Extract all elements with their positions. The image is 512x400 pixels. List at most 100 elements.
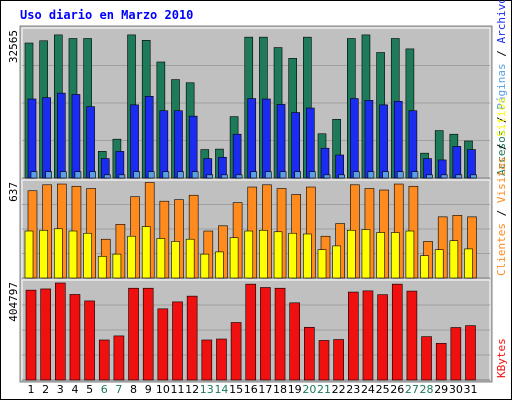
bar-paginas	[162, 171, 170, 179]
legend-separator: /	[495, 110, 508, 130]
bar-paginas	[338, 174, 345, 179]
bar-kbytes	[84, 300, 95, 381]
x-tick-label: 9	[145, 383, 152, 396]
bar-kbytes	[406, 290, 418, 381]
bar-sitios	[376, 232, 385, 279]
bar-kbytes	[391, 283, 403, 381]
y-axis-labels: 32565 637 404797	[7, 30, 20, 322]
bar-archivos	[130, 104, 139, 179]
x-tick-label: 3	[57, 383, 64, 396]
bar-archivos	[408, 110, 418, 179]
bar-sitios	[332, 245, 341, 279]
bar-archivos	[188, 115, 198, 179]
bar-paginas	[191, 171, 199, 179]
bar-archivos	[393, 100, 403, 179]
x-tick-label: 19	[288, 383, 302, 396]
bar-kbytes	[98, 339, 110, 381]
bar-paginas	[323, 174, 331, 179]
bar-archivos	[42, 97, 51, 179]
bar-paginas	[177, 171, 184, 179]
bar-kbytes	[450, 327, 462, 381]
bar-kbytes	[362, 290, 374, 381]
x-tick-label: 26	[390, 383, 404, 396]
bar-paginas	[367, 171, 375, 179]
bar-series	[24, 34, 477, 381]
bar-kbytes	[435, 343, 447, 381]
x-tick-label: 15	[229, 383, 243, 396]
bar-sitios	[127, 235, 136, 279]
bar-paginas	[309, 171, 316, 179]
bar-sitios	[83, 232, 92, 279]
x-tick-label: 31	[464, 383, 478, 396]
bar-archivos	[379, 104, 388, 179]
x-tick-label: 6	[101, 383, 108, 396]
bar-kbytes	[128, 287, 139, 381]
bar-sitios	[215, 251, 224, 279]
x-tick-label: 18	[273, 383, 287, 396]
bar-kbytes	[113, 335, 125, 381]
bar-sitios	[244, 230, 254, 279]
bar-archivos	[467, 149, 476, 179]
bar-sitios	[464, 248, 473, 279]
x-tick-label: 16	[244, 383, 258, 396]
bar-archivos	[71, 94, 81, 179]
bar-archivos	[56, 92, 66, 179]
bar-sitios	[449, 240, 459, 279]
legend-separator: /	[495, 203, 508, 223]
x-tick-label: 10	[156, 383, 170, 396]
x-tick-label: 1	[28, 383, 35, 396]
bar-archivos	[144, 95, 154, 179]
bar-sitios	[273, 231, 283, 279]
bar-sitios	[405, 230, 415, 279]
x-tick-label: 7	[115, 383, 122, 396]
bar-kbytes	[421, 336, 432, 381]
legend-visitas: Visitas	[495, 157, 508, 203]
bar-paginas	[382, 171, 389, 179]
bar-kbytes	[142, 287, 154, 381]
bar-kbytes	[347, 291, 359, 381]
bar-sitios	[346, 229, 356, 279]
bar-sitios	[259, 229, 268, 279]
legend-separator: /	[495, 44, 508, 64]
bar-paginas	[396, 171, 404, 179]
bar-paginas	[133, 171, 140, 179]
bar-paginas	[206, 174, 214, 179]
x-tick-label: 17	[258, 383, 272, 396]
bar-archivos	[247, 98, 257, 179]
x-tick-label: 12	[185, 383, 199, 396]
bar-sitios	[288, 232, 298, 279]
bar-kbytes	[465, 325, 476, 381]
y-max-label: 637	[7, 182, 20, 202]
bar-archivos	[86, 106, 95, 179]
x-tick-label: 14	[214, 383, 228, 396]
bar-paginas	[411, 171, 419, 179]
bar-sitios	[185, 238, 195, 279]
bar-sitios	[24, 230, 34, 279]
y-max-label: 32565	[7, 30, 20, 63]
bar-paginas	[250, 171, 258, 179]
bar-sitios	[97, 256, 107, 279]
x-tick-label: 4	[71, 383, 78, 396]
bar-kbytes	[318, 340, 330, 381]
bar-sitios	[434, 249, 444, 279]
bar-paginas	[470, 174, 477, 179]
bar-kbytes	[157, 308, 169, 381]
bar-kbytes	[201, 339, 213, 381]
legend-clientes: Clientes	[495, 223, 508, 276]
x-tick-label: 22	[332, 383, 346, 396]
bar-sitios	[68, 230, 78, 279]
bar-kbytes	[40, 288, 51, 381]
bar-paginas	[45, 171, 52, 179]
x-tick-label: 24	[361, 383, 375, 396]
bar-paginas	[74, 171, 82, 179]
bar-archivos	[452, 146, 462, 179]
bar-paginas	[59, 171, 67, 179]
bar-paginas	[265, 171, 272, 179]
bar-kbytes	[304, 326, 315, 381]
bar-kbytes	[216, 338, 227, 381]
legend-páginas: Páginas	[495, 63, 508, 109]
bar-paginas	[352, 171, 360, 179]
bar-archivos	[320, 147, 330, 179]
